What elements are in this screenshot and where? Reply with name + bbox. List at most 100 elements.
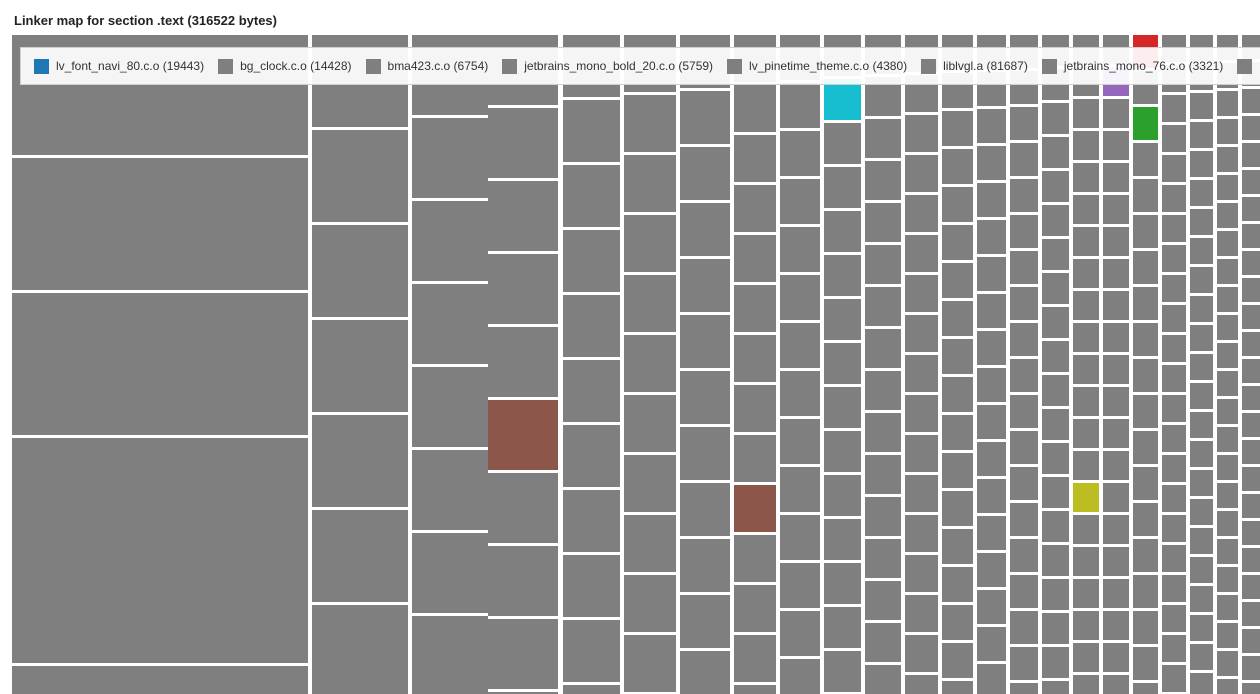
treemap-tile[interactable] <box>865 623 901 662</box>
treemap-tile[interactable] <box>488 181 558 251</box>
treemap-tile[interactable] <box>563 425 620 487</box>
treemap-tile[interactable] <box>1042 511 1069 542</box>
treemap-tile[interactable] <box>1133 683 1158 694</box>
treemap-tile[interactable] <box>1162 305 1186 332</box>
treemap-tile[interactable] <box>1190 180 1213 206</box>
treemap-tile[interactable] <box>1242 305 1260 329</box>
treemap-tile[interactable] <box>1217 287 1238 312</box>
treemap-tile[interactable] <box>1103 579 1129 608</box>
treemap-tile[interactable] <box>1242 494 1260 518</box>
treemap-tile[interactable] <box>1042 681 1069 694</box>
treemap-tile[interactable] <box>865 455 901 494</box>
treemap-tile[interactable] <box>1217 119 1238 144</box>
treemap-tile[interactable] <box>1073 387 1099 416</box>
treemap-tile[interactable] <box>905 555 938 592</box>
treemap-tile[interactable] <box>824 651 861 692</box>
treemap-tile[interactable] <box>1190 238 1213 264</box>
treemap-tile[interactable] <box>1133 215 1158 248</box>
treemap-tile[interactable] <box>1242 89 1260 113</box>
treemap-tile[interactable] <box>1162 635 1186 662</box>
treemap-tile[interactable] <box>1242 683 1260 694</box>
treemap-tile[interactable] <box>734 285 776 332</box>
treemap-tile[interactable] <box>1133 503 1158 536</box>
treemap-tile[interactable] <box>1010 575 1038 608</box>
treemap-tile[interactable] <box>680 91 730 144</box>
treemap-tile[interactable] <box>1217 147 1238 172</box>
treemap-tile[interactable] <box>1133 467 1158 500</box>
treemap-tile[interactable] <box>977 257 1006 291</box>
treemap-tile[interactable] <box>1073 163 1099 192</box>
treemap-tile[interactable] <box>1217 567 1238 592</box>
treemap-tile[interactable] <box>1162 335 1186 362</box>
treemap-tile[interactable] <box>1217 539 1238 564</box>
treemap-tile[interactable] <box>312 605 408 694</box>
treemap-tile[interactable] <box>1190 325 1213 351</box>
treemap-tile[interactable] <box>680 651 730 694</box>
treemap-tile[interactable] <box>1073 195 1099 224</box>
treemap-tile[interactable] <box>977 405 1006 439</box>
treemap-tile[interactable] <box>905 635 938 672</box>
treemap-tile[interactable] <box>1010 395 1038 428</box>
treemap-tile[interactable] <box>1042 613 1069 644</box>
treemap-tile[interactable] <box>1073 291 1099 320</box>
treemap-tile[interactable] <box>624 515 676 572</box>
treemap-tile[interactable] <box>1133 395 1158 428</box>
treemap-tile[interactable] <box>1217 679 1238 694</box>
treemap-tile[interactable] <box>1242 332 1260 356</box>
treemap-tile[interactable] <box>780 83 820 128</box>
treemap-tile[interactable] <box>1190 93 1213 119</box>
treemap-tile[interactable] <box>1103 515 1129 544</box>
treemap-tile[interactable] <box>865 119 901 158</box>
treemap-tile[interactable] <box>563 620 620 682</box>
treemap-tile[interactable] <box>1042 477 1069 508</box>
treemap-tile[interactable] <box>1042 137 1069 168</box>
treemap-tile[interactable] <box>312 510 408 602</box>
treemap-tile[interactable] <box>1010 611 1038 644</box>
treemap-tile[interactable] <box>1162 545 1186 572</box>
treemap-tile[interactable] <box>824 431 861 472</box>
treemap-tile[interactable] <box>824 299 861 340</box>
treemap-tile[interactable] <box>780 131 820 176</box>
treemap-tile[interactable] <box>905 195 938 232</box>
treemap-tile[interactable] <box>412 201 488 281</box>
treemap-tile[interactable] <box>942 339 973 374</box>
treemap-tile[interactable] <box>1042 307 1069 338</box>
treemap-tile[interactable] <box>1242 575 1260 599</box>
treemap-tile[interactable] <box>1242 440 1260 464</box>
treemap-tile[interactable] <box>1162 155 1186 182</box>
treemap-tile[interactable] <box>312 130 408 222</box>
treemap-tile[interactable] <box>1217 175 1238 200</box>
treemap-tile[interactable] <box>12 666 308 694</box>
treemap-tile[interactable] <box>1103 675 1129 694</box>
treemap-tile[interactable] <box>1162 125 1186 152</box>
treemap-tile[interactable] <box>865 245 901 284</box>
treemap-tile[interactable] <box>1242 467 1260 491</box>
treemap-tile[interactable] <box>1073 547 1099 576</box>
treemap-tile[interactable] <box>942 605 973 640</box>
treemap-tile[interactable] <box>905 235 938 272</box>
treemap-tile[interactable] <box>780 323 820 368</box>
treemap-tile[interactable] <box>734 235 776 282</box>
treemap-tile[interactable] <box>824 387 861 428</box>
treemap-tile[interactable] <box>624 575 676 632</box>
treemap-tile[interactable] <box>1042 375 1069 406</box>
treemap-tile[interactable] <box>12 438 308 663</box>
treemap-tile[interactable] <box>1190 354 1213 380</box>
treemap-tile[interactable] <box>1073 323 1099 352</box>
treemap-tile[interactable] <box>1190 151 1213 177</box>
treemap-tile[interactable] <box>1103 547 1129 576</box>
treemap-tile[interactable] <box>1073 579 1099 608</box>
treemap-tile[interactable] <box>1042 103 1069 134</box>
treemap-tile[interactable] <box>1010 467 1038 500</box>
treemap-tile[interactable] <box>680 371 730 424</box>
treemap-tile[interactable] <box>905 675 938 694</box>
treemap-tile[interactable] <box>1217 399 1238 424</box>
treemap-tile[interactable] <box>1217 651 1238 676</box>
treemap-tile[interactable] <box>1073 99 1099 128</box>
treemap-tile[interactable] <box>1133 359 1158 392</box>
treemap-tile[interactable] <box>734 435 776 482</box>
treemap-tile[interactable] <box>412 367 488 447</box>
treemap-tile[interactable] <box>412 450 488 530</box>
treemap-tile[interactable] <box>1042 545 1069 576</box>
treemap-tile[interactable] <box>1133 251 1158 284</box>
